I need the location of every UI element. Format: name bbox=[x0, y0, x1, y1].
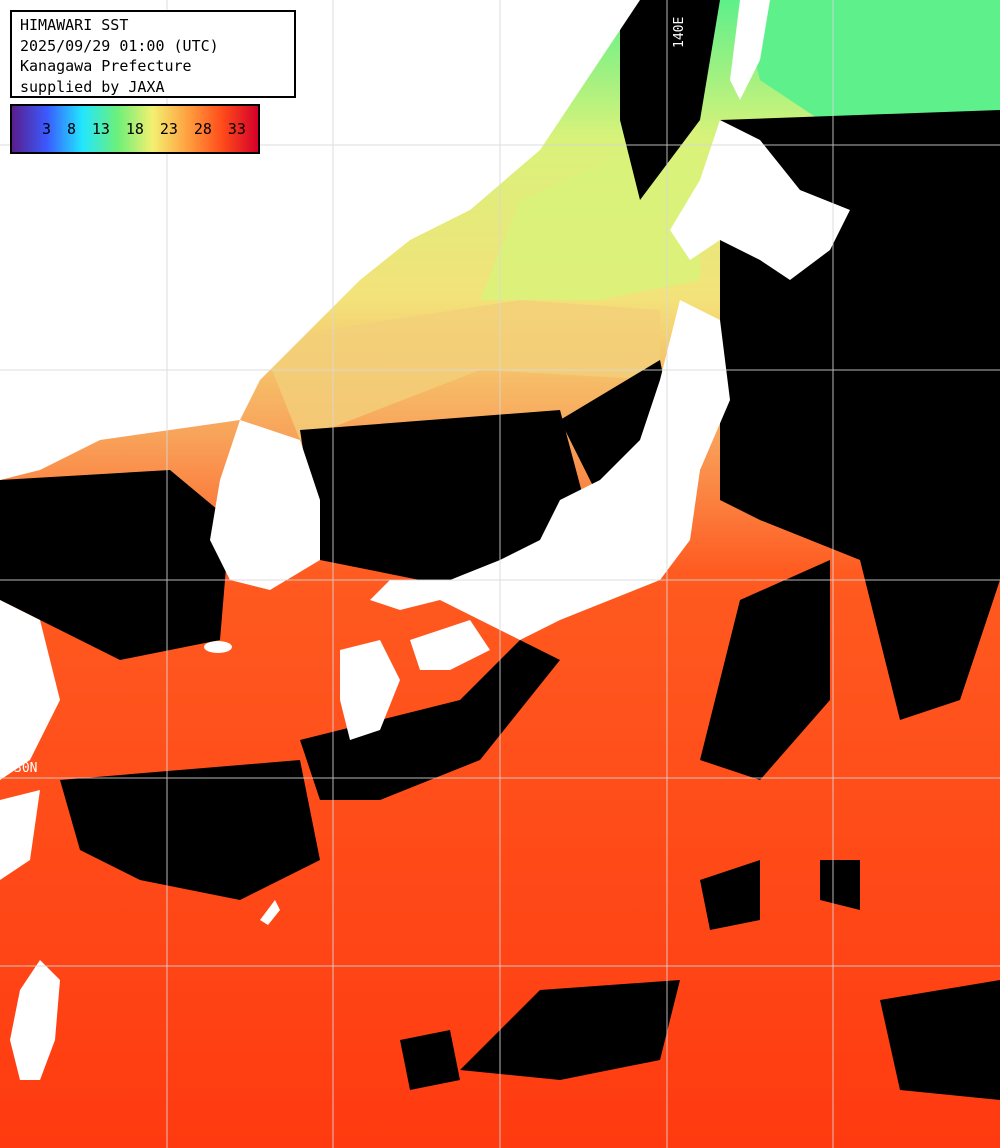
title-product: HIMAWARI SST bbox=[20, 16, 129, 34]
title-timestamp: 2025/09/29 01:00 (UTC) bbox=[20, 36, 219, 55]
legend-tick: 23 bbox=[159, 120, 178, 138]
title-box: HIMAWARI SST 2025/09/29 01:00 (UTC) Kana… bbox=[10, 10, 296, 98]
sakhalin bbox=[730, 0, 770, 100]
okhotsk-sea bbox=[740, 0, 1000, 130]
legend-tick: 3 bbox=[41, 120, 51, 138]
korean-peninsula bbox=[210, 420, 320, 590]
legend-tick: 8 bbox=[66, 120, 76, 138]
latitude-label-lower: 30N bbox=[14, 761, 38, 776]
china-coast-south bbox=[0, 790, 40, 880]
latitude-label-upper: 40N bbox=[14, 353, 38, 368]
kyushu bbox=[340, 640, 400, 740]
ryukyu bbox=[260, 900, 280, 925]
color-scale-legend: 3 8 13 18 23 28 33 bbox=[10, 104, 260, 154]
title-credit: supplied by JAXA bbox=[20, 77, 165, 96]
legend-tick: 18 bbox=[125, 120, 144, 138]
honshu bbox=[370, 300, 730, 640]
shikoku bbox=[410, 620, 490, 670]
legend-tick: 13 bbox=[91, 120, 110, 138]
legend-tick: 33 bbox=[227, 120, 246, 138]
taiwan bbox=[10, 960, 60, 1080]
title-prefecture: Kanagawa Prefecture bbox=[20, 57, 192, 75]
hokkaido bbox=[670, 120, 850, 280]
china-coast bbox=[0, 600, 60, 780]
legend-tick: 28 bbox=[193, 120, 212, 138]
longitude-label: 140E bbox=[672, 16, 687, 48]
jeju bbox=[204, 641, 232, 653]
